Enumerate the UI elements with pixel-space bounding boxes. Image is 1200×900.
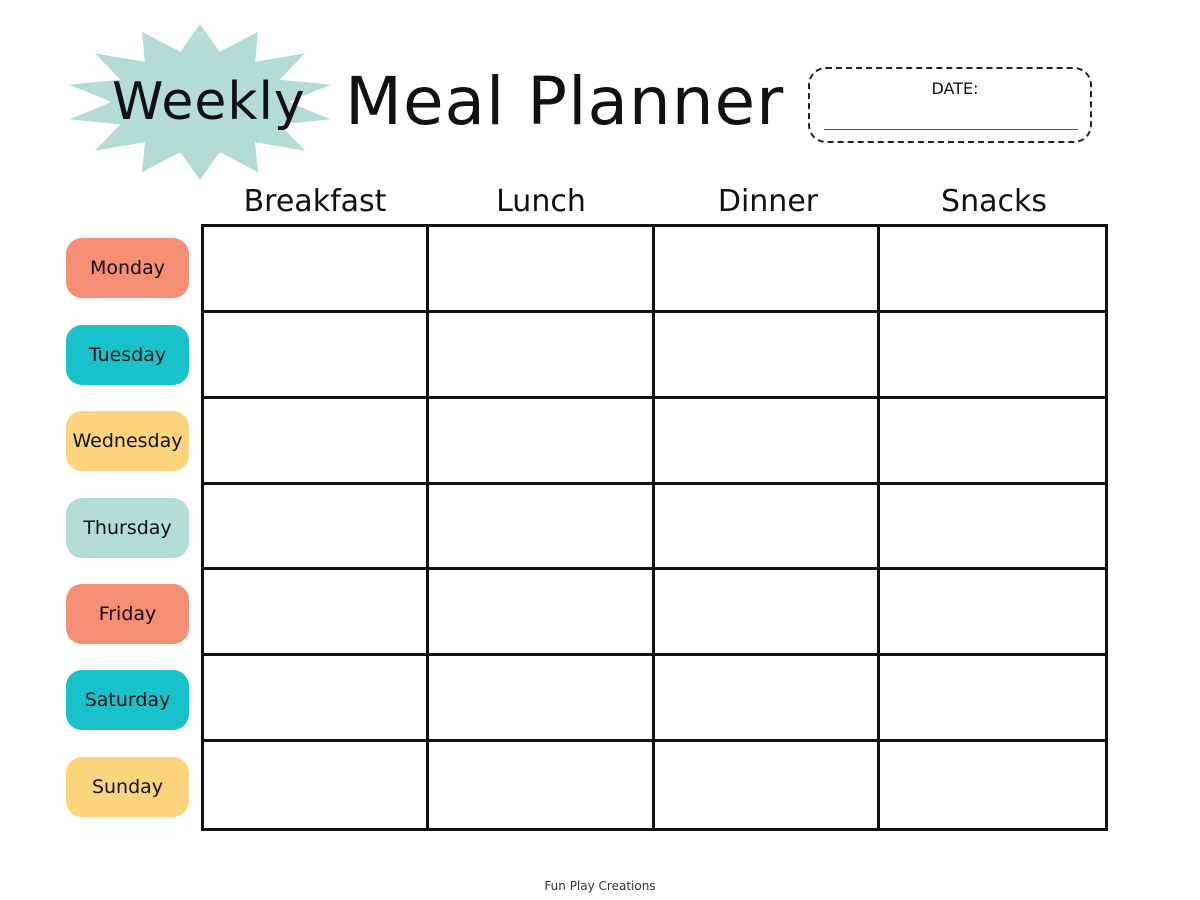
cell-friday-snacks[interactable] (879, 570, 1105, 657)
column-header-dinner: Dinner (717, 184, 819, 219)
cell-tuesday-dinner[interactable] (654, 312, 880, 399)
cell-monday-snacks[interactable] (879, 227, 1105, 313)
cell-monday-dinner[interactable] (654, 227, 880, 313)
cell-thursday-dinner[interactable] (654, 484, 880, 571)
cell-wednesday-breakfast[interactable] (204, 398, 430, 485)
cell-tuesday-snacks[interactable] (879, 313, 1105, 399)
cell-friday-lunch[interactable] (429, 570, 655, 657)
day-label-saturday: Saturday (66, 670, 189, 731)
cell-monday-breakfast[interactable] (204, 227, 430, 313)
meal-grid (201, 224, 1108, 831)
cell-saturday-lunch[interactable] (429, 656, 655, 743)
column-header-snacks: Snacks (941, 184, 1047, 219)
page-title: Meal Planner (345, 63, 785, 140)
cell-saturday-snacks[interactable] (879, 656, 1105, 743)
cell-wednesday-dinner[interactable] (654, 398, 880, 485)
cell-tuesday-breakfast[interactable] (204, 312, 430, 399)
day-label-tuesday: Tuesday (66, 324, 189, 385)
starburst-decoration (69, 24, 331, 180)
cell-sunday-lunch[interactable] (429, 742, 655, 828)
column-header-lunch: Lunch (496, 184, 586, 219)
cell-monday-lunch[interactable] (429, 227, 655, 313)
cell-wednesday-lunch[interactable] (429, 398, 655, 485)
cell-thursday-snacks[interactable] (879, 485, 1105, 571)
cell-friday-dinner[interactable] (654, 570, 880, 657)
day-label-monday: Monday (66, 238, 189, 299)
cell-sunday-snacks[interactable] (880, 742, 1105, 828)
cell-wednesday-snacks[interactable] (879, 399, 1105, 485)
footer-credit: Fun Play Creations (544, 879, 656, 893)
cell-thursday-lunch[interactable] (429, 484, 655, 571)
day-label-friday: Friday (66, 583, 189, 644)
cell-sunday-breakfast[interactable] (204, 742, 430, 828)
day-label-sunday: Sunday (66, 756, 189, 817)
cell-saturday-dinner[interactable] (654, 656, 880, 743)
cell-tuesday-lunch[interactable] (429, 312, 655, 399)
cell-friday-breakfast[interactable] (204, 570, 430, 657)
day-label-wednesday: Wednesday (66, 411, 189, 472)
date-field[interactable]: DATE: (808, 67, 1092, 143)
column-header-breakfast: Breakfast (243, 184, 387, 219)
day-label-thursday: Thursday (66, 497, 189, 558)
date-label: DATE: (931, 79, 979, 98)
weekly-label: Weekly (112, 72, 306, 132)
cell-thursday-breakfast[interactable] (204, 484, 430, 571)
cell-saturday-breakfast[interactable] (204, 656, 430, 743)
cell-sunday-dinner[interactable] (655, 742, 880, 828)
date-line (824, 129, 1078, 130)
